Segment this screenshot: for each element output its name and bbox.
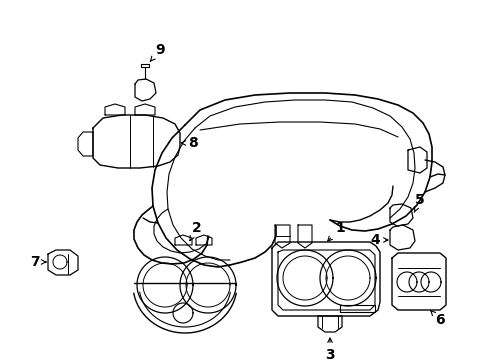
Text: 9: 9 [150,43,164,61]
Text: 8: 8 [181,136,198,150]
Text: 7: 7 [30,255,46,269]
Text: 1: 1 [327,221,344,241]
Text: 3: 3 [325,338,334,360]
Text: 5: 5 [413,193,424,212]
Text: 2: 2 [189,221,202,240]
Text: 4: 4 [369,233,387,247]
Text: 6: 6 [429,310,444,327]
